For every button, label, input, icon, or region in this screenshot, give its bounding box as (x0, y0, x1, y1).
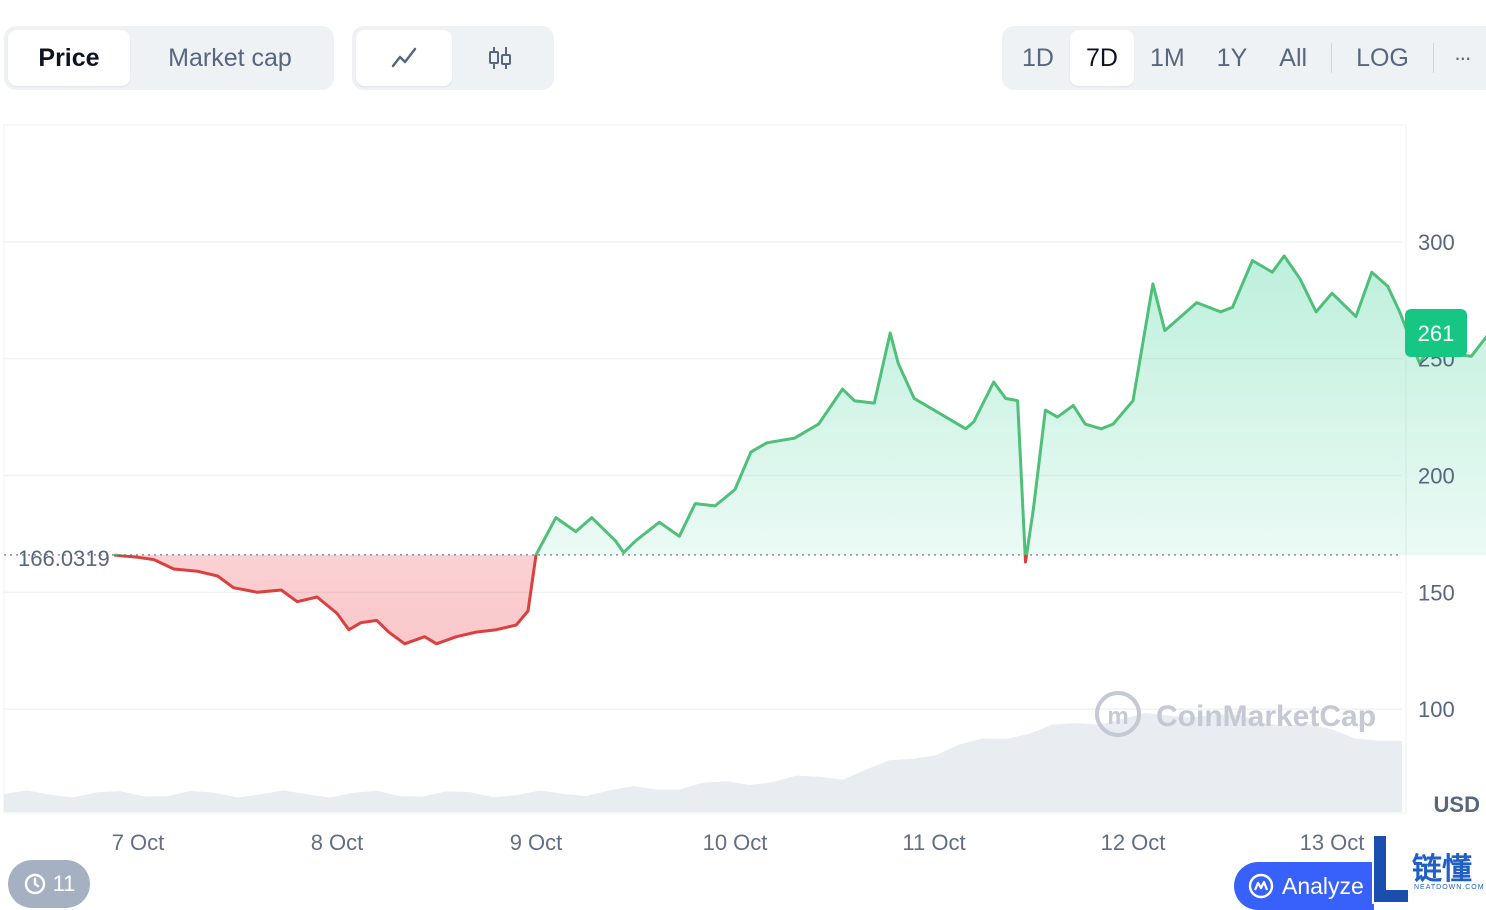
analyze-label: Analyze (1282, 872, 1364, 899)
chart-type-toggle (352, 26, 554, 90)
analyze-button[interactable]: Analyze (1234, 862, 1374, 910)
currency-label: USD (1434, 792, 1480, 817)
baseline-label: 166.0319 (18, 546, 110, 571)
y-tick-label: 150 (1418, 580, 1455, 605)
y-tick-label: 100 (1418, 697, 1455, 722)
brand-subtext: NEATDOWN.COM (1414, 884, 1485, 891)
divider (1432, 43, 1434, 73)
candlestick-icon (489, 47, 511, 69)
svg-text:m: m (1107, 703, 1128, 730)
price-line-up (114, 254, 1486, 555)
x-tick-label: 10 Oct (703, 830, 768, 855)
line-chart-icon (391, 47, 417, 68)
brand-text: 链懂 (1412, 852, 1472, 887)
range-1m[interactable]: 1M (1149, 43, 1185, 72)
range-all[interactable]: All (1279, 43, 1308, 72)
x-axis: 7 Oct 8 Oct 9 Oct 10 Oct 11 Oct 12 Oct 13 Oct (112, 830, 1365, 855)
divider (1331, 43, 1333, 73)
range-7d[interactable]: 7D (1069, 30, 1134, 86)
price-line-down (113, 554, 1029, 646)
price-area-down (114, 554, 1486, 644)
history-count: 11 (52, 871, 76, 896)
range-1y[interactable]: 1Y (1216, 43, 1248, 72)
x-tick-label: 11 Oct (902, 830, 965, 855)
x-tick-label: 8 Oct (311, 830, 364, 855)
watermark-text: CoinMarketCap (1156, 700, 1376, 733)
current-price-tag: 261 (1405, 308, 1467, 357)
candlestick-button[interactable] (452, 30, 548, 86)
svg-text:261: 261 (1418, 321, 1455, 346)
analyze-icon (1248, 873, 1274, 899)
more-options-icon[interactable]: ··· (1453, 45, 1472, 70)
line-chart-button[interactable] (356, 30, 452, 86)
brand-l-icon (1374, 836, 1408, 902)
tab-market-cap[interactable]: Market cap (168, 43, 292, 72)
x-tick-label: 7 Oct (112, 830, 165, 855)
x-tick-label: 9 Oct (510, 830, 563, 855)
x-tick-label: 12 Oct (1101, 830, 1166, 855)
y-tick-label: 200 (1418, 464, 1455, 489)
price-area-up (536, 255, 1486, 555)
history-button[interactable]: 11 (8, 860, 90, 908)
metric-toggle: Price Market cap (4, 26, 334, 90)
range-1d[interactable]: 1D (1022, 43, 1054, 72)
history-icon (24, 873, 45, 895)
time-range-toggle: 1D 7D 1M 1Y All LOG ··· (1002, 26, 1486, 90)
x-tick-label: 13 Oct (1300, 830, 1365, 855)
brand-logo: 链懂 NEATDOWN.COM (1372, 832, 1486, 904)
watermark: m CoinMarketCap (1095, 691, 1376, 737)
tab-price[interactable]: Price (8, 30, 130, 86)
volume-area (4, 713, 1402, 812)
y-tick-label: 300 (1418, 230, 1455, 255)
log-toggle[interactable]: LOG (1356, 43, 1409, 72)
